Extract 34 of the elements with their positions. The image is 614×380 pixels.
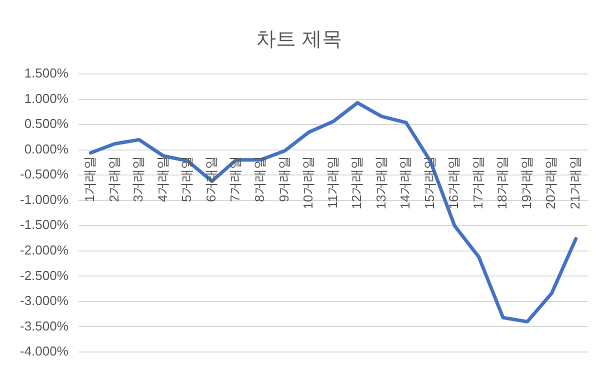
x-tick-label: 17거래일 xyxy=(470,156,486,210)
x-tick-label: 1거래일 xyxy=(82,156,98,202)
x-tick-label: 9거래일 xyxy=(276,156,292,202)
y-tick-label: -2.000% xyxy=(20,242,69,258)
x-tick-label: 19거래일 xyxy=(518,156,534,210)
x-tick-label: 7거래일 xyxy=(228,156,243,202)
x-tick-label: 10거래일 xyxy=(300,156,316,210)
x-tick-label: 5거래일 xyxy=(179,156,194,202)
x-tick-label: 6거래일 xyxy=(203,156,218,202)
x-tick-label: 18거래일 xyxy=(494,156,510,210)
x-tick-label: 11거래일 xyxy=(324,156,340,208)
x-tick-label: 21거래일 xyxy=(567,156,582,210)
y-tick-label: 0.000% xyxy=(24,141,69,156)
x-tick-label: 20거래일 xyxy=(543,156,558,210)
y-tick-label: 1.000% xyxy=(24,90,69,106)
chart-title: 차트 제목 xyxy=(256,28,342,51)
y-tick-label: -1.000% xyxy=(20,192,69,207)
x-tick-label: 15거래일 xyxy=(422,156,437,210)
y-tick-label: -2.500% xyxy=(20,268,69,283)
x-tick-label: 3거래일 xyxy=(130,156,146,202)
x-tick-label: 16거래일 xyxy=(446,156,462,210)
x-tick-label: 12거래일 xyxy=(349,156,364,210)
y-tick-label: 1.500% xyxy=(24,66,69,81)
x-tick-label: 13거래일 xyxy=(373,156,388,210)
y-tick-label: 0.500% xyxy=(24,116,69,132)
y-tick-label: -3.000% xyxy=(20,293,69,308)
x-tick-label: 2거래일 xyxy=(106,156,122,202)
x-tick-label: 14거래일 xyxy=(398,156,413,210)
x-tick-label: 8거래일 xyxy=(252,156,267,202)
y-tick-label: -0.500% xyxy=(20,166,69,182)
y-tick-label: -3.500% xyxy=(20,318,69,334)
x-tick-label: 4거래일 xyxy=(154,156,170,202)
y-tick-label: -1.500% xyxy=(20,217,69,232)
y-tick-label: -4.000% xyxy=(20,344,69,359)
